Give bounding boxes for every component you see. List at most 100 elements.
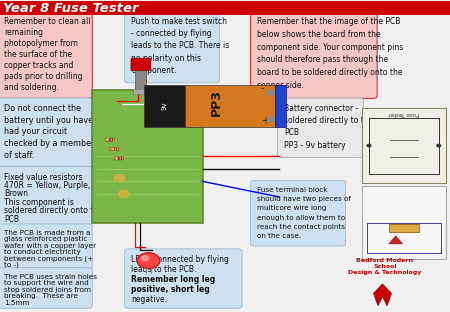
- Text: had your circuit: had your circuit: [4, 127, 67, 136]
- FancyBboxPatch shape: [0, 166, 92, 226]
- Bar: [362, 108, 446, 183]
- Bar: [144, 85, 184, 127]
- Bar: [112, 139, 113, 141]
- Text: Remember that the image of the PCB: Remember that the image of the PCB: [257, 17, 401, 26]
- Text: to support the wire and: to support the wire and: [4, 280, 89, 286]
- FancyBboxPatch shape: [0, 267, 92, 308]
- Text: Remember to clean all: Remember to clean all: [4, 17, 90, 26]
- Bar: [114, 148, 115, 150]
- Text: positive, short leg: positive, short leg: [131, 285, 210, 294]
- FancyBboxPatch shape: [251, 11, 377, 98]
- FancyBboxPatch shape: [278, 98, 364, 158]
- Text: Bedford Modern
School
Design & Technology: Bedford Modern School Design & Technolog…: [348, 258, 422, 275]
- Circle shape: [137, 253, 160, 268]
- FancyBboxPatch shape: [125, 11, 220, 83]
- Polygon shape: [374, 284, 392, 306]
- Text: Fuse terminal block: Fuse terminal block: [257, 187, 328, 193]
- Circle shape: [114, 174, 125, 182]
- Circle shape: [118, 190, 129, 197]
- Bar: [109, 139, 111, 141]
- Text: Year 8 Fuse Tester: Year 8 Fuse Tester: [3, 2, 139, 15]
- Text: PP3: PP3: [210, 90, 222, 116]
- Bar: [133, 89, 149, 94]
- Text: no polarity on this: no polarity on this: [131, 54, 202, 63]
- FancyBboxPatch shape: [105, 138, 114, 141]
- Text: component.: component.: [131, 66, 177, 75]
- Text: copper side.: copper side.: [257, 80, 304, 90]
- FancyBboxPatch shape: [251, 180, 346, 246]
- Text: leads to the PCB. There is: leads to the PCB. There is: [131, 41, 230, 51]
- Text: PP3 - 9v battery: PP3 - 9v battery: [284, 140, 346, 149]
- Text: This component is: This component is: [4, 198, 74, 207]
- Text: 9v: 9v: [161, 102, 167, 110]
- Polygon shape: [389, 236, 403, 244]
- Bar: [362, 186, 446, 259]
- Circle shape: [141, 256, 149, 261]
- Text: should therefore pass through the: should therefore pass through the: [257, 55, 388, 64]
- Text: copper tracks and: copper tracks and: [4, 61, 73, 70]
- Text: - connected by flying: - connected by flying: [131, 29, 212, 38]
- Bar: [274, 85, 286, 127]
- FancyBboxPatch shape: [110, 148, 119, 151]
- Text: +: +: [261, 116, 269, 126]
- Text: stop soldered joins from: stop soldered joins from: [4, 287, 91, 293]
- Text: below shows the board from the: below shows the board from the: [257, 30, 381, 39]
- Text: photopolymer from: photopolymer from: [4, 39, 78, 48]
- Text: Battery connector -: Battery connector -: [284, 104, 359, 113]
- FancyBboxPatch shape: [0, 224, 92, 269]
- Text: enough to allow them to: enough to allow them to: [257, 215, 346, 221]
- Text: the surface of the: the surface of the: [4, 50, 72, 59]
- Text: Fuse Tester: Fuse Tester: [388, 111, 419, 116]
- Text: leads to the PCB.: leads to the PCB.: [131, 265, 197, 274]
- Circle shape: [267, 90, 274, 95]
- Text: on the case.: on the case.: [257, 233, 302, 239]
- Bar: [92, 90, 202, 223]
- FancyBboxPatch shape: [0, 11, 92, 98]
- Bar: [118, 157, 120, 160]
- Text: The PCB is made from a: The PCB is made from a: [4, 230, 90, 236]
- Bar: [116, 148, 117, 150]
- Text: breaking.  These are: breaking. These are: [4, 293, 78, 299]
- Text: component side. Your component pins: component side. Your component pins: [257, 42, 404, 51]
- Text: Remember long leg: Remember long leg: [131, 275, 216, 284]
- Text: Brown: Brown: [4, 189, 28, 198]
- Text: glass reinforced plastic: glass reinforced plastic: [4, 236, 87, 242]
- Text: LED - connected by flying: LED - connected by flying: [131, 255, 230, 264]
- Circle shape: [437, 144, 441, 147]
- Circle shape: [267, 117, 274, 122]
- Text: of staff.: of staff.: [4, 151, 34, 160]
- Text: Fixed value resistors: Fixed value resistors: [4, 173, 83, 182]
- Text: 470R = Yellow, Purple,: 470R = Yellow, Purple,: [4, 181, 90, 190]
- Bar: [184, 85, 274, 127]
- FancyBboxPatch shape: [125, 249, 242, 308]
- Bar: [121, 157, 122, 160]
- Bar: [135, 69, 146, 90]
- Text: 1.5mm: 1.5mm: [4, 300, 30, 306]
- Text: checked by a member: checked by a member: [4, 139, 94, 148]
- Text: Do not connect the: Do not connect the: [4, 104, 81, 113]
- Text: remaining: remaining: [4, 28, 43, 37]
- Circle shape: [367, 144, 371, 147]
- Bar: [116, 157, 117, 160]
- Bar: [112, 148, 113, 150]
- Text: -: -: [261, 83, 265, 93]
- Text: soldered directly to the: soldered directly to the: [284, 116, 374, 125]
- Text: reach the contact points: reach the contact points: [257, 224, 346, 230]
- FancyBboxPatch shape: [131, 58, 151, 71]
- FancyBboxPatch shape: [114, 157, 123, 160]
- Text: should have two pieces of: should have two pieces of: [257, 196, 351, 202]
- Text: multicore wire long: multicore wire long: [257, 205, 327, 211]
- Bar: [0, 1, 450, 15]
- Text: PCB: PCB: [4, 215, 19, 223]
- Text: Push to make test switch: Push to make test switch: [131, 17, 227, 26]
- Text: The PCB uses strain holes: The PCB uses strain holes: [4, 274, 97, 280]
- Text: between components (+: between components (+: [4, 255, 94, 261]
- Text: pads prior to drilling: pads prior to drilling: [4, 72, 82, 81]
- Text: board to be soldered directly onto the: board to be soldered directly onto the: [257, 68, 403, 77]
- Bar: [389, 224, 419, 232]
- Text: negative.: negative.: [131, 295, 167, 304]
- FancyBboxPatch shape: [0, 98, 92, 167]
- Text: and soldering.: and soldering.: [4, 83, 59, 92]
- Text: PCB: PCB: [284, 129, 299, 137]
- Text: to conduct electricity: to conduct electricity: [4, 249, 81, 255]
